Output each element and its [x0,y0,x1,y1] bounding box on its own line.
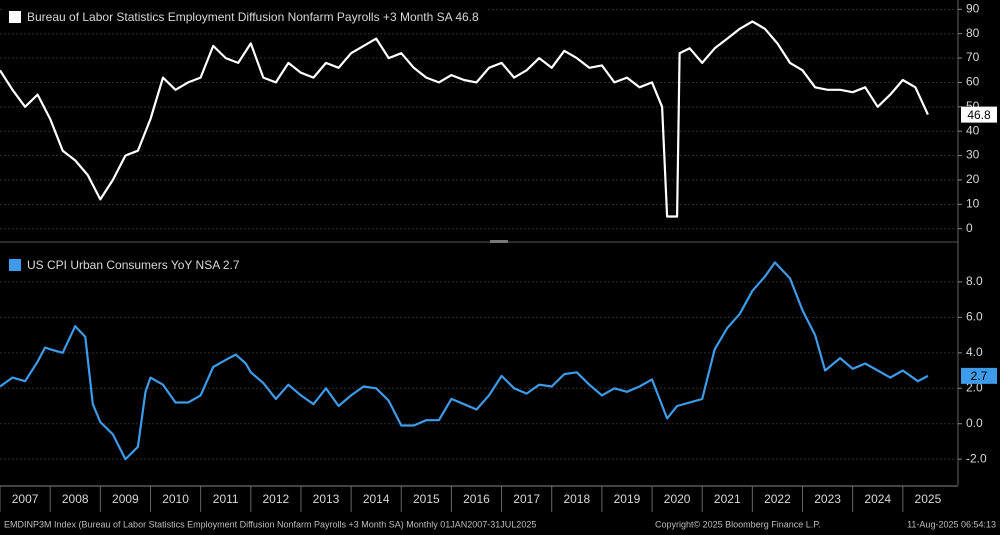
y-tick-label: 70 [966,50,980,64]
x-tick-label: 2008 [62,492,89,506]
x-tick-label: 2013 [313,492,340,506]
legend-swatch [9,259,21,271]
x-tick-label: 2025 [915,492,942,506]
x-tick-label: 2018 [563,492,590,506]
y-tick-label: 2.0 [966,380,983,394]
x-tick-label: 2024 [864,492,891,506]
x-tick-label: 2014 [363,492,390,506]
x-tick-label: 2020 [664,492,691,506]
x-tick-label: 2023 [814,492,841,506]
last-value-label: 2.7 [971,369,988,383]
chart-title: US CPI Urban Consumers YoY NSA 2.7 [27,258,240,272]
y-tick-label: 80 [966,26,980,40]
y-tick-label: 30 [966,148,980,162]
x-tick-label: 2011 [213,492,239,506]
x-tick-label: 2017 [513,492,540,506]
footer-copyright: Copyright© 2025 Bloomberg Finance L.P. [655,519,821,529]
x-tick-label: 2021 [714,492,741,506]
x-tick-label: 2012 [263,492,290,506]
footer-source: EMDINP3M Index (Bureau of Labor Statisti… [4,519,536,529]
x-tick-label: 2015 [413,492,440,506]
last-value-tag [961,106,997,123]
y-tick-label: 4.0 [966,345,983,359]
y-tick-label: 20 [966,172,980,186]
chart-title: Bureau of Labor Statistics Employment Di… [27,10,479,24]
last-value-tag [961,367,997,384]
last-value-label: 46.8 [967,108,991,122]
x-tick-label: 2019 [614,492,641,506]
y-tick-label: 8.0 [966,274,983,288]
legend-box [4,7,486,27]
x-tick-label: 2016 [463,492,490,506]
footer-timestamp: 11-Aug-2025 06:54:13 [907,519,996,529]
data-line [0,20,929,218]
y-tick-label: 90 [966,1,980,15]
data-line [0,261,929,461]
y-tick-label: 0.0 [966,416,983,430]
x-tick-label: 2007 [12,492,39,506]
x-tick-label: 2010 [162,492,189,506]
y-tick-label: 60 [966,75,980,89]
y-tick-label: 10 [966,196,980,210]
x-axis-strip [0,486,1000,514]
legend-swatch [9,11,21,23]
y-tick-label: -2.0 [966,451,987,465]
y-tick-label: 0 [966,221,973,235]
y-tick-label: 6.0 [966,310,983,324]
x-tick-label: 2009 [112,492,139,506]
legend-box [4,255,247,275]
y-tick-label: 40 [966,123,980,137]
x-tick-label: 2022 [764,492,791,506]
splitter-handle [490,240,508,243]
